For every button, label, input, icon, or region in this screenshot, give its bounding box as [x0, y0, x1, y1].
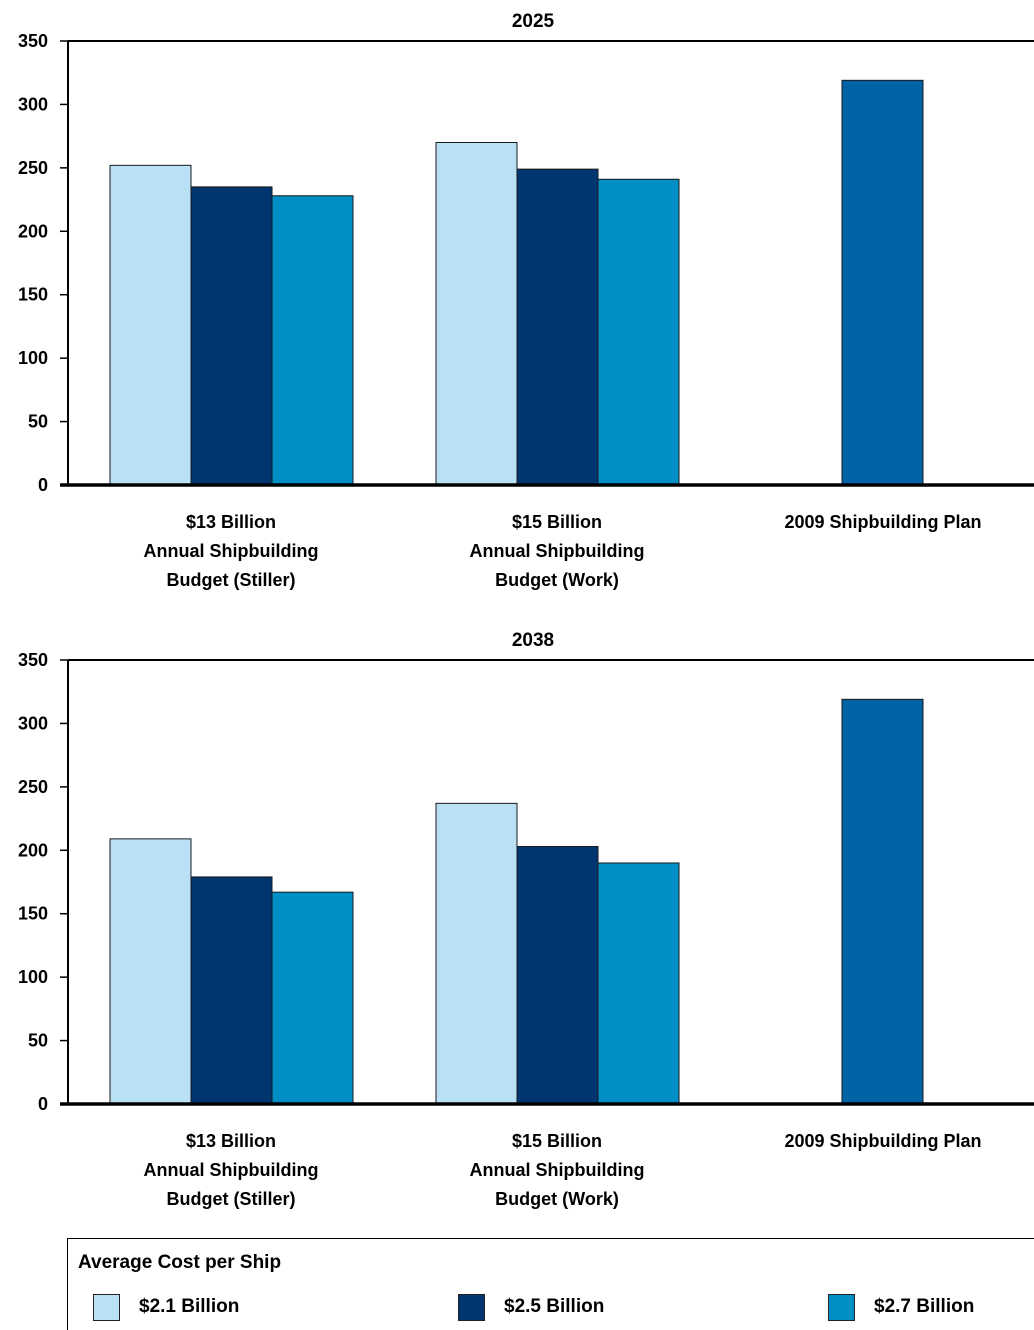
x-category-label: Annual Shipbuilding — [144, 541, 319, 561]
y-tick-label: 350 — [18, 650, 48, 670]
bar-2009-shipbuilding-plan-plan — [841, 79, 924, 486]
bar-15-billion-2-7-billion — [597, 862, 680, 1105]
legend-title: Average Cost per Ship — [78, 1252, 282, 1273]
chart-2038: 2038 0 50 100 150 200 250 300 350 $13 Billion Annu… — [18, 630, 1034, 1209]
bar-13-billion-2-7-billion — [271, 195, 354, 486]
x-category-label: Annual Shipbuilding — [470, 1160, 645, 1180]
x-category-label: Budget (Stiller) — [167, 1189, 296, 1209]
x-category-label: 2009 Shipbuilding Plan — [784, 1131, 981, 1151]
x-category-label: $15 Billion — [512, 512, 602, 532]
y-tick-label: 250 — [18, 777, 48, 797]
legend-swatch-2-1-billion — [93, 1293, 120, 1321]
x-category-label: $13 Billion — [186, 1131, 276, 1151]
legend-item-2-1-billion: $2.1 Billion — [93, 1293, 239, 1321]
y-tick-label: 300 — [18, 94, 48, 114]
legend-swatch-2-7-billion — [828, 1293, 855, 1321]
y-tick-label: 100 — [18, 967, 48, 987]
y-tick-label: 300 — [18, 713, 48, 733]
x-category-label: $15 Billion — [512, 1131, 602, 1151]
y-tick-label: 50 — [28, 412, 48, 432]
legend-label-2-7-billion: $2.7 Billion — [874, 1296, 975, 1317]
chart-title: 2025 — [512, 11, 555, 32]
bar-13-billion-2-1-billion — [109, 838, 192, 1105]
x-category-label: Annual Shipbuilding — [144, 1160, 319, 1180]
x-category-label: Budget (Stiller) — [167, 570, 296, 590]
y-tick-label: 350 — [18, 31, 48, 51]
bar-15-billion-2-1-billion — [435, 802, 518, 1105]
chart-2025: 2025 0 50 100 150 200 250 300 350 $13 Billion Annu… — [18, 11, 1034, 590]
x-category-label: 2009 Shipbuilding Plan — [784, 512, 981, 532]
y-tick-label: 200 — [18, 221, 48, 241]
y-tick-label: 150 — [18, 285, 48, 305]
y-tick-label: 250 — [18, 158, 48, 178]
bar-2009-shipbuilding-plan-plan — [841, 698, 924, 1105]
bar-13-billion-2-5-billion — [190, 876, 273, 1105]
bar-13-billion-2-7-billion — [271, 891, 354, 1105]
legend-item-2-7-billion: $2.7 Billion — [828, 1293, 974, 1321]
legend: Average Cost per Ship $2.1 Billion $2.5 … — [67, 1238, 1034, 1330]
x-category-label: Budget (Work) — [495, 570, 619, 590]
y-tick-label: 0 — [38, 1094, 48, 1114]
bar-15-billion-2-1-billion — [435, 141, 518, 486]
bar-15-billion-2-5-billion — [516, 845, 599, 1105]
bar-13-billion-2-1-billion — [109, 164, 192, 486]
legend-label-2-5-billion: $2.5 Billion — [504, 1296, 605, 1317]
legend-swatch-2-5-billion — [458, 1293, 485, 1321]
legend-label-2-1-billion: $2.1 Billion — [139, 1296, 240, 1317]
y-tick-label: 100 — [18, 348, 48, 368]
bar-15-billion-2-7-billion — [597, 178, 680, 486]
y-tick-label: 150 — [18, 904, 48, 924]
y-tick-label: 50 — [28, 1031, 48, 1051]
legend-item-2-5-billion: $2.5 Billion — [458, 1293, 604, 1321]
bar-13-billion-2-5-billion — [190, 186, 273, 486]
y-tick-label: 0 — [38, 475, 48, 495]
chart-title: 2038 — [512, 630, 554, 651]
bar-15-billion-2-5-billion — [516, 168, 599, 486]
x-category-label: Budget (Work) — [495, 1189, 619, 1209]
x-category-label: $13 Billion — [186, 512, 276, 532]
y-tick-label: 200 — [18, 840, 48, 860]
x-category-label: Annual Shipbuilding — [470, 541, 645, 561]
